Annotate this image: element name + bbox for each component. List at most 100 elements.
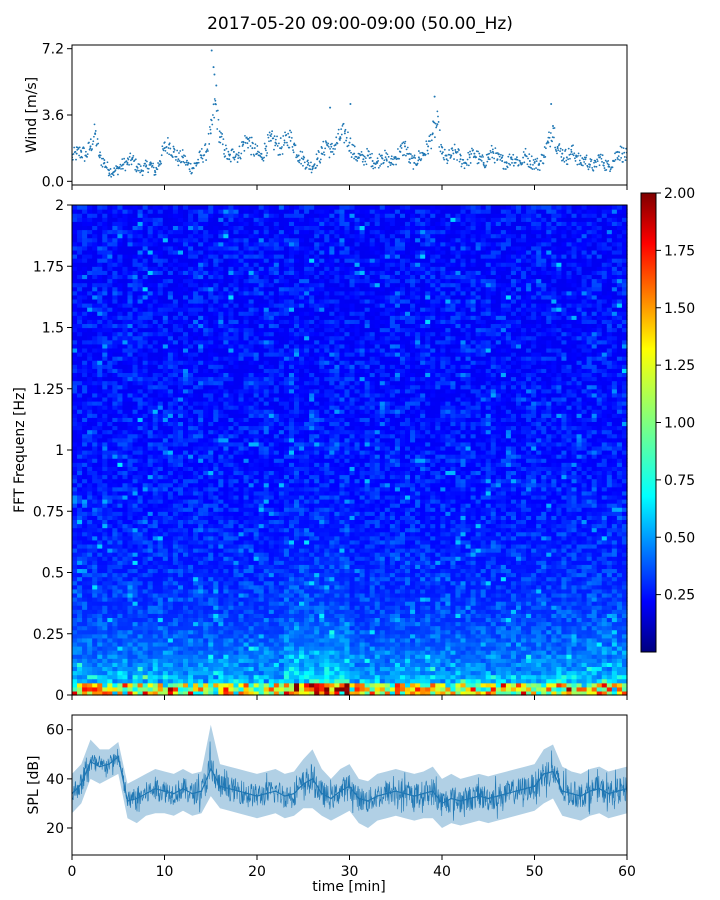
wind-point — [112, 174, 115, 177]
spectrogram-cell — [172, 290, 179, 296]
wind-point — [89, 145, 92, 148]
spectrogram-cell — [193, 556, 199, 561]
spectrogram-cell — [112, 241, 119, 247]
spectrogram-cell — [233, 597, 240, 602]
spectrogram-cell — [117, 580, 124, 586]
spectrogram-cell — [137, 462, 144, 467]
wind-point — [218, 130, 221, 133]
spectrogram-cell — [172, 490, 179, 496]
wind-point — [130, 163, 133, 166]
spectrogram-cell — [107, 258, 113, 263]
wind-point — [283, 141, 286, 144]
spectrogram-cell — [107, 503, 113, 508]
wind-point — [329, 147, 331, 150]
spectrogram-cell — [92, 641, 98, 647]
spectrogram-cell — [112, 356, 119, 361]
spectrogram-cell — [223, 458, 230, 463]
spectrogram-cell — [152, 294, 159, 300]
spectrogram-cell — [97, 376, 103, 382]
spectrogram-cell — [127, 205, 134, 210]
spectrogram-cell — [122, 356, 129, 361]
spectrogram-cell — [137, 494, 144, 500]
spectrogram-cell — [188, 499, 194, 504]
spectrogram-cell — [183, 307, 189, 312]
spectrogram-cell — [208, 270, 214, 276]
spectrogram-cell — [157, 217, 164, 222]
wind-point — [622, 160, 624, 163]
spectrogram-cell — [193, 654, 199, 659]
spectrogram-cell — [127, 270, 134, 276]
spectrogram-cell — [117, 670, 124, 676]
spectrogram-cell — [177, 597, 184, 602]
spectrogram-cell — [87, 433, 93, 439]
spectrogram-cell — [223, 629, 230, 635]
spectrogram-cell — [142, 278, 149, 284]
spectrogram-cell — [132, 217, 139, 222]
spectrogram-cell — [82, 531, 88, 537]
spectrogram-cell — [213, 409, 219, 414]
spectrogram-cell — [77, 470, 83, 476]
spectrogram-cell — [233, 646, 240, 651]
wind-point — [501, 160, 504, 163]
spectrogram-cell — [228, 209, 235, 214]
wind-point — [454, 149, 457, 151]
spectrogram-cell — [172, 278, 179, 284]
spectrogram-cell — [183, 666, 189, 672]
spectrogram-cell — [157, 368, 164, 374]
spectrogram-cell — [223, 376, 230, 382]
spectrogram-cell — [102, 519, 108, 525]
spectrogram-cell — [92, 360, 98, 365]
spectrogram-cell — [97, 560, 103, 565]
spectrogram-cell — [147, 331, 154, 337]
spectrogram-cell — [198, 662, 204, 668]
spectrogram-cell — [77, 597, 83, 602]
spectrogram-cell — [102, 507, 108, 512]
spectrogram-cell — [102, 241, 108, 247]
spectrogram-cell — [188, 515, 194, 521]
spectrogram-cell — [198, 572, 204, 578]
spectrogram-cell — [92, 617, 98, 623]
wind-point — [202, 161, 204, 163]
spectrogram-cell — [208, 662, 214, 668]
wind-point — [176, 160, 179, 163]
wind-point — [267, 136, 270, 139]
spectrogram-cell — [157, 274, 164, 280]
spectrogram-cell — [183, 209, 189, 214]
wind-point — [107, 168, 109, 171]
wind-point — [302, 164, 304, 167]
spectrogram-cell — [102, 482, 108, 488]
spectrogram-cell — [162, 560, 169, 565]
spectrogram-cell — [172, 654, 179, 659]
spectrogram-cell — [132, 592, 139, 598]
spectrogram-cell — [127, 474, 134, 480]
spectrogram-cell — [107, 286, 113, 292]
wind-point — [241, 145, 244, 147]
wind-point — [406, 146, 409, 149]
spectrogram-cell — [177, 613, 184, 619]
spectrogram-cell — [122, 266, 129, 271]
spectrogram-cell — [87, 368, 93, 374]
spectrogram-cell — [87, 625, 93, 631]
spectrogram-cell — [107, 552, 113, 557]
spectrogram-cell — [87, 331, 93, 337]
spectrogram-cell — [177, 241, 184, 247]
wind-point — [343, 141, 346, 144]
spectrogram-cell — [152, 552, 159, 557]
spectrogram-cell — [157, 343, 164, 349]
spectrogram-cell — [167, 478, 174, 484]
spectrogram-cell — [162, 527, 169, 533]
wind-point — [208, 143, 211, 145]
spectrogram-cell — [122, 274, 129, 280]
wind-point — [467, 151, 470, 154]
spectrogram-cell — [137, 601, 144, 606]
spectrogram-cell — [167, 527, 174, 533]
spectrogram-cell — [152, 531, 159, 537]
spectrogram-cell — [97, 331, 103, 337]
spectrogram-cell — [72, 474, 78, 480]
wind-point — [618, 151, 621, 154]
spectrogram-cell — [152, 678, 159, 684]
wind-point — [176, 149, 179, 152]
spectrogram-cell — [193, 372, 199, 378]
wind-point — [553, 136, 555, 139]
wind-point — [369, 156, 372, 159]
